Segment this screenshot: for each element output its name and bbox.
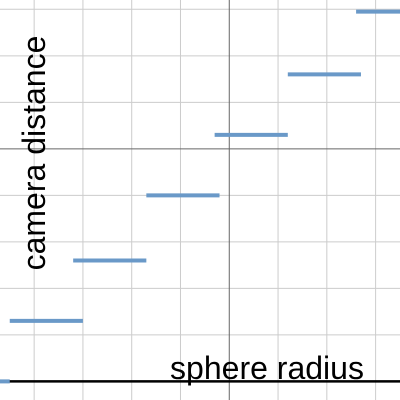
x-axis-label: sphere radius [170, 350, 364, 386]
step-series [0, 9, 400, 384]
y-axis-label: camera distance [16, 36, 52, 271]
